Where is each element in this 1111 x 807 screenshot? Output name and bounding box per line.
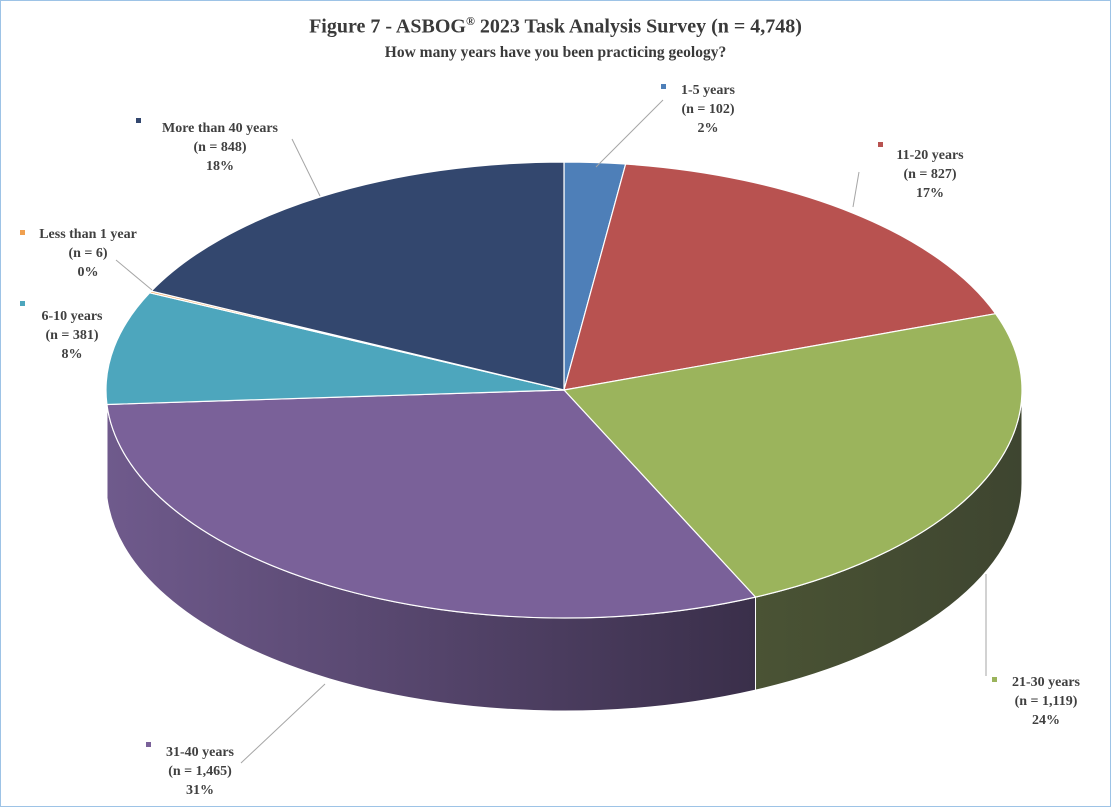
data-label-percent-21-30-years: 24% <box>1032 713 1060 728</box>
data-label-count-1-5-years: (n = 102) <box>681 102 734 117</box>
data-label-count-less-than-1-year: (n = 6) <box>68 246 107 261</box>
data-label-percent-more-than-40-years: 18% <box>206 159 234 174</box>
data-label-percent-6-10-years: 8% <box>62 347 83 362</box>
pie-slice-more-than-40-years[interactable] <box>150 161 565 391</box>
data-labels: 1-5 years (n = 102) 2% 11-20 years (n = 827)… <box>20 83 1081 798</box>
data-label-category-1-5-years: 1-5 years <box>681 83 736 98</box>
data-label-count-11-20-years: (n = 827) <box>903 167 956 182</box>
data-label-percent-less-than-1-year: 0% <box>78 265 99 280</box>
data-label-percent-1-5-years: 2% <box>698 121 719 136</box>
leader-line-31-40-years <box>240 683 326 764</box>
legend-marker-1-5-years <box>661 84 666 89</box>
data-label-count-6-10-years: (n = 381) <box>45 328 98 343</box>
pie-slice-31-40-years[interactable] <box>106 389 757 619</box>
pie-slice-6-10-years[interactable] <box>105 292 565 406</box>
data-label-count-more-than-40-years: (n = 848) <box>193 140 246 155</box>
legend-marker-6-10-years <box>20 301 25 306</box>
legend-marker-more-than-40-years <box>136 118 141 123</box>
leader-line-more-than-40-years <box>291 138 321 197</box>
data-label-category-more-than-40-years: More than 40 years <box>162 121 279 136</box>
data-label-category-11-20-years: 11-20 years <box>896 148 964 163</box>
pie-slice-11-20-years[interactable] <box>563 163 997 391</box>
title-registered-mark: ® <box>465 14 475 28</box>
data-label-percent-31-40-years: 31% <box>186 783 214 798</box>
legend-marker-21-30-years <box>992 677 997 682</box>
leader-line-11-20-years <box>852 171 860 208</box>
chart-title: Figure 7 - ASBOG® 2023 Task Analysis Sur… <box>0 14 1111 39</box>
data-label-category-less-than-1-year: Less than 1 year <box>39 227 137 242</box>
data-label-category-21-30-years: 21-30 years <box>1012 675 1081 690</box>
leader-lines <box>115 99 987 764</box>
data-label-category-31-40-years: 31-40 years <box>166 745 235 760</box>
data-label-count-21-30-years: (n = 1,119) <box>1015 694 1078 709</box>
legend-marker-11-20-years <box>878 142 883 147</box>
leader-line-less-than-1-year <box>115 259 153 291</box>
title-prefix: Figure 7 - ASBOG <box>309 15 466 38</box>
data-label-percent-11-20-years: 17% <box>916 186 944 201</box>
data-label-category-6-10-years: 6-10 years <box>41 309 103 324</box>
leader-line-1-5-years <box>595 99 664 168</box>
pie-tops <box>105 161 1023 619</box>
title-suffix: 2023 Task Analysis Survey (n = 4,748) <box>474 15 802 38</box>
pie-slice-21-30-years[interactable] <box>563 313 1023 598</box>
legend-marker-less-than-1-year <box>20 230 25 235</box>
legend-marker-31-40-years <box>146 742 151 747</box>
data-label-count-31-40-years: (n = 1,465) <box>168 764 232 779</box>
chart-subtitle: How many years have you been practicing … <box>384 44 727 61</box>
